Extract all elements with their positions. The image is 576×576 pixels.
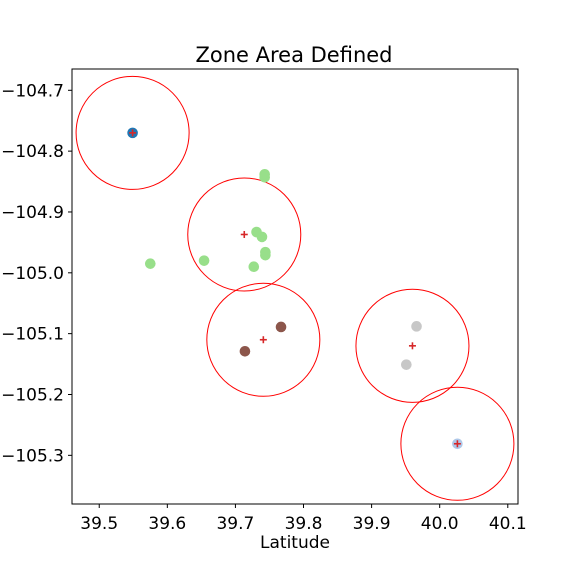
zone-center-marker	[453, 440, 461, 448]
x-tick-label: 39.6	[148, 514, 186, 534]
zone-centers	[129, 129, 461, 448]
x-tick-label: 40.1	[489, 514, 527, 534]
zone-circle	[187, 177, 302, 292]
x-tick-label: 39.9	[353, 514, 391, 534]
y-axis-ticks: −104.7 −104.8 −104.9 −105.0 −105.1 −105.2 −105…	[1, 81, 72, 466]
y-tick-label: −104.9	[1, 203, 64, 223]
data-point	[256, 231, 268, 243]
zone-circle	[206, 282, 321, 397]
x-tick-label: 39.8	[285, 514, 323, 534]
data-points	[127, 127, 463, 450]
data-point	[198, 255, 210, 266]
x-tick-label: 39.5	[80, 514, 118, 534]
data-point	[259, 171, 270, 183]
x-tick-label: 39.7	[216, 514, 254, 534]
y-tick-label: −104.8	[1, 142, 64, 162]
zone-center-marker	[129, 129, 137, 137]
y-tick-label: −105.2	[1, 385, 64, 405]
zone-circle	[355, 288, 470, 403]
zone-circle	[75, 75, 190, 190]
chart-title: Zone Area Defined	[195, 43, 392, 67]
x-tick-label: 40.0	[421, 514, 459, 534]
x-axis-ticks: 39.5 39.6 39.7 39.8 39.9 40.0 40.1	[80, 504, 527, 534]
data-point	[239, 345, 251, 357]
data-point	[260, 249, 271, 261]
data-point	[248, 261, 260, 273]
y-tick-label: −105.0	[1, 264, 64, 284]
zone-center-marker	[240, 230, 248, 238]
data-point	[411, 321, 422, 332]
zone-center-marker	[259, 336, 267, 344]
x-axis-label: Latitude	[260, 533, 330, 553]
zone-circle	[400, 386, 515, 501]
data-point	[145, 258, 156, 269]
zone-center-marker	[408, 342, 416, 350]
data-point	[275, 321, 287, 333]
plot-frame	[71, 68, 519, 505]
y-tick-label: −105.3	[1, 446, 64, 466]
data-point	[401, 359, 412, 370]
y-tick-label: −105.1	[1, 325, 64, 345]
zone-circles	[75, 75, 515, 501]
y-tick-label: −104.7	[1, 81, 64, 101]
